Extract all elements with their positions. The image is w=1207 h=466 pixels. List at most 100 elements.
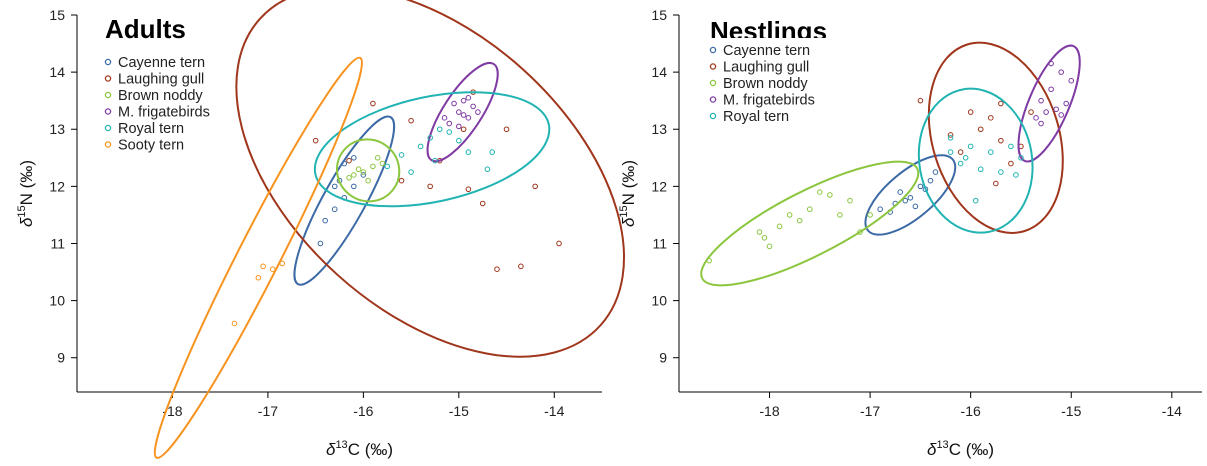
data-point (384, 163, 391, 170)
data-point (947, 135, 954, 141)
data-point (1018, 155, 1024, 161)
legend-label: Cayenne tern (723, 43, 810, 59)
data-point (897, 189, 904, 195)
data-point (837, 212, 843, 218)
data-point (776, 223, 783, 230)
data-point (503, 126, 510, 133)
data-point (408, 169, 414, 175)
data-point (1033, 115, 1039, 121)
data-point (465, 186, 472, 193)
ellipse-sooty-tern (153, 56, 363, 459)
data-point (1053, 106, 1059, 113)
data-point (947, 149, 954, 155)
series-m-frigatebirds (1017, 44, 1081, 163)
legend-label: Cayenne tern (118, 55, 205, 71)
legend-marker (709, 46, 717, 54)
data-point (374, 155, 381, 161)
y-tick-label: 15 (49, 7, 65, 23)
ellipse-m-frigatebirds (426, 61, 499, 163)
data-point (398, 177, 405, 184)
data-point (1063, 100, 1070, 107)
data-point (987, 149, 994, 155)
data-point (351, 183, 357, 190)
legend-marker (104, 108, 112, 115)
data-point (470, 103, 476, 110)
data-point (331, 183, 338, 190)
data-point (766, 243, 773, 250)
legend-marker (104, 141, 112, 148)
y-tick-label: 11 (652, 235, 667, 251)
data-point (962, 155, 969, 161)
data-point (317, 240, 324, 247)
data-point (451, 100, 457, 107)
data-point (907, 194, 914, 201)
legend-label: Sooty tern (118, 138, 184, 154)
data-point (456, 137, 462, 144)
data-point (360, 169, 367, 175)
legend-label: Royal tern (723, 109, 789, 125)
data-point (460, 97, 467, 104)
legend-label: Brown noddy (118, 88, 203, 104)
data-point (479, 200, 486, 207)
series-cayenne-tern (864, 154, 957, 236)
data-point (360, 172, 367, 178)
data-point (972, 197, 979, 204)
data-point (370, 163, 376, 170)
legend-background (705, 38, 845, 134)
ellipse-m-frigatebirds (1017, 44, 1081, 163)
data-point (957, 160, 964, 167)
data-point (1013, 172, 1019, 178)
legend-marker (709, 63, 717, 70)
data-point (817, 189, 823, 195)
y-axis-label: δ15N (‰) (16, 160, 36, 227)
data-point (917, 183, 924, 190)
x-axis-label: δ13C (‰) (326, 439, 393, 459)
data-point (1043, 109, 1049, 115)
legend-marker (104, 91, 112, 99)
data-point (796, 217, 803, 224)
data-point (417, 143, 424, 150)
data-point (761, 234, 768, 241)
y-tick-label: 12 (49, 178, 65, 194)
legend-marker (709, 96, 717, 103)
data-point (494, 266, 500, 272)
y-tick-label: 12 (651, 178, 667, 194)
ellipse-royal-tern (313, 91, 551, 208)
data-point (351, 172, 357, 178)
series-brown-noddy (336, 138, 401, 203)
data-point (867, 212, 873, 218)
data-point (331, 206, 338, 213)
data-point (484, 166, 491, 173)
series-m-frigatebirds (426, 61, 499, 163)
legend-label: Royal tern (118, 121, 184, 137)
data-point (456, 109, 462, 115)
x-tick-label: -16 (353, 403, 373, 419)
y-tick-label: 13 (651, 121, 667, 137)
x-tick-label: -16 (961, 403, 981, 419)
data-point (446, 120, 453, 127)
data-point (556, 240, 562, 247)
data-point (993, 180, 999, 187)
ellipse-brown-noddy (336, 138, 401, 203)
ellipse-brown-noddy (700, 160, 920, 287)
x-axis-label: δ13C (‰) (927, 439, 994, 459)
data-point (967, 143, 974, 150)
data-point (1038, 120, 1044, 127)
data-point (370, 100, 376, 107)
y-tick-label: 9 (659, 350, 667, 366)
legend-label: M. frigatebirds (723, 93, 815, 109)
data-point (489, 149, 496, 155)
data-point (432, 157, 438, 164)
data-point (1028, 109, 1034, 115)
data-point (532, 183, 538, 190)
data-point (1058, 69, 1064, 75)
series-brown-noddy (700, 160, 920, 287)
legend-marker (104, 124, 112, 132)
data-point (927, 177, 934, 184)
data-point (436, 126, 443, 133)
data-point (1068, 77, 1075, 84)
data-point (460, 112, 467, 118)
